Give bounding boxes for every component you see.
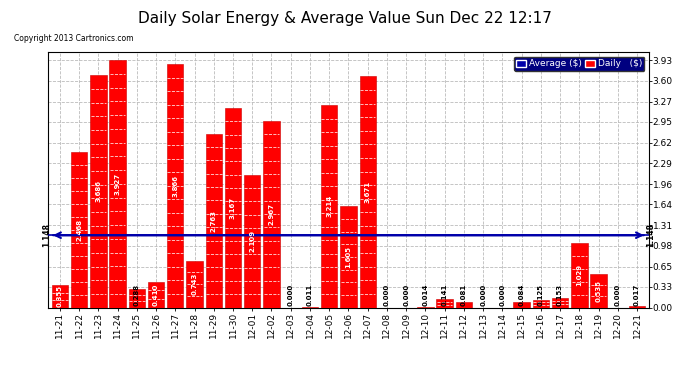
Bar <box>264 121 279 308</box>
Bar <box>225 108 241 308</box>
Text: 2.763: 2.763 <box>210 210 217 231</box>
Text: 0.011: 0.011 <box>307 284 313 306</box>
Bar <box>90 75 106 308</box>
Text: 0.000: 0.000 <box>384 284 390 306</box>
Text: 3.167: 3.167 <box>230 197 236 219</box>
Bar <box>244 175 260 308</box>
Bar <box>571 243 587 308</box>
Text: 3.686: 3.686 <box>95 180 101 203</box>
Text: 3.866: 3.866 <box>172 175 178 197</box>
Text: 0.000: 0.000 <box>288 284 294 306</box>
Bar <box>167 64 184 308</box>
Text: 2.109: 2.109 <box>249 230 255 252</box>
Bar <box>302 307 318 308</box>
Text: 0.000: 0.000 <box>500 284 505 306</box>
Bar <box>340 207 357 308</box>
Text: 0.125: 0.125 <box>538 284 544 306</box>
Text: 3.671: 3.671 <box>365 181 371 203</box>
Bar <box>128 290 145 308</box>
Bar <box>52 285 68 308</box>
Text: 1.148: 1.148 <box>42 223 51 247</box>
Text: 0.743: 0.743 <box>192 273 197 295</box>
Text: Copyright 2013 Cartronics.com: Copyright 2013 Cartronics.com <box>14 34 133 43</box>
Text: Daily Solar Energy & Average Value Sun Dec 22 12:17: Daily Solar Energy & Average Value Sun D… <box>138 11 552 26</box>
Bar <box>455 302 472 307</box>
Text: 2.967: 2.967 <box>268 203 275 225</box>
Bar <box>437 298 453 307</box>
Text: 3.214: 3.214 <box>326 195 332 217</box>
Bar <box>186 261 203 308</box>
Text: 3.927: 3.927 <box>115 173 121 195</box>
Bar <box>629 306 645 308</box>
Text: 0.288: 0.288 <box>134 284 140 306</box>
Text: 0.355: 0.355 <box>57 285 63 308</box>
Bar <box>321 105 337 308</box>
Bar <box>148 282 164 308</box>
Text: 0.141: 0.141 <box>442 284 448 306</box>
Text: 1.605: 1.605 <box>346 246 351 268</box>
Bar <box>552 298 569 307</box>
Bar <box>71 152 87 308</box>
Text: 0.084: 0.084 <box>519 284 524 306</box>
Text: 0.153: 0.153 <box>557 284 563 306</box>
Text: 2.468: 2.468 <box>76 219 82 241</box>
Text: 1.029: 1.029 <box>576 264 582 286</box>
Bar <box>513 302 530 307</box>
Bar <box>110 60 126 308</box>
Text: 0.014: 0.014 <box>422 284 428 306</box>
Text: 0.535: 0.535 <box>595 280 602 302</box>
Text: 0.000: 0.000 <box>615 284 621 306</box>
Bar <box>533 300 549 307</box>
Text: 0.081: 0.081 <box>461 284 467 306</box>
Bar <box>591 274 607 308</box>
Text: 0.017: 0.017 <box>634 284 640 306</box>
Text: 0.410: 0.410 <box>153 284 159 306</box>
Text: 0.000: 0.000 <box>403 284 409 306</box>
Legend: Average ($), Daily   ($): Average ($), Daily ($) <box>514 57 644 70</box>
Bar <box>206 134 222 308</box>
Text: 1.148: 1.148 <box>646 223 655 247</box>
Bar <box>417 307 433 308</box>
Bar <box>359 76 376 308</box>
Text: 0.000: 0.000 <box>480 284 486 306</box>
